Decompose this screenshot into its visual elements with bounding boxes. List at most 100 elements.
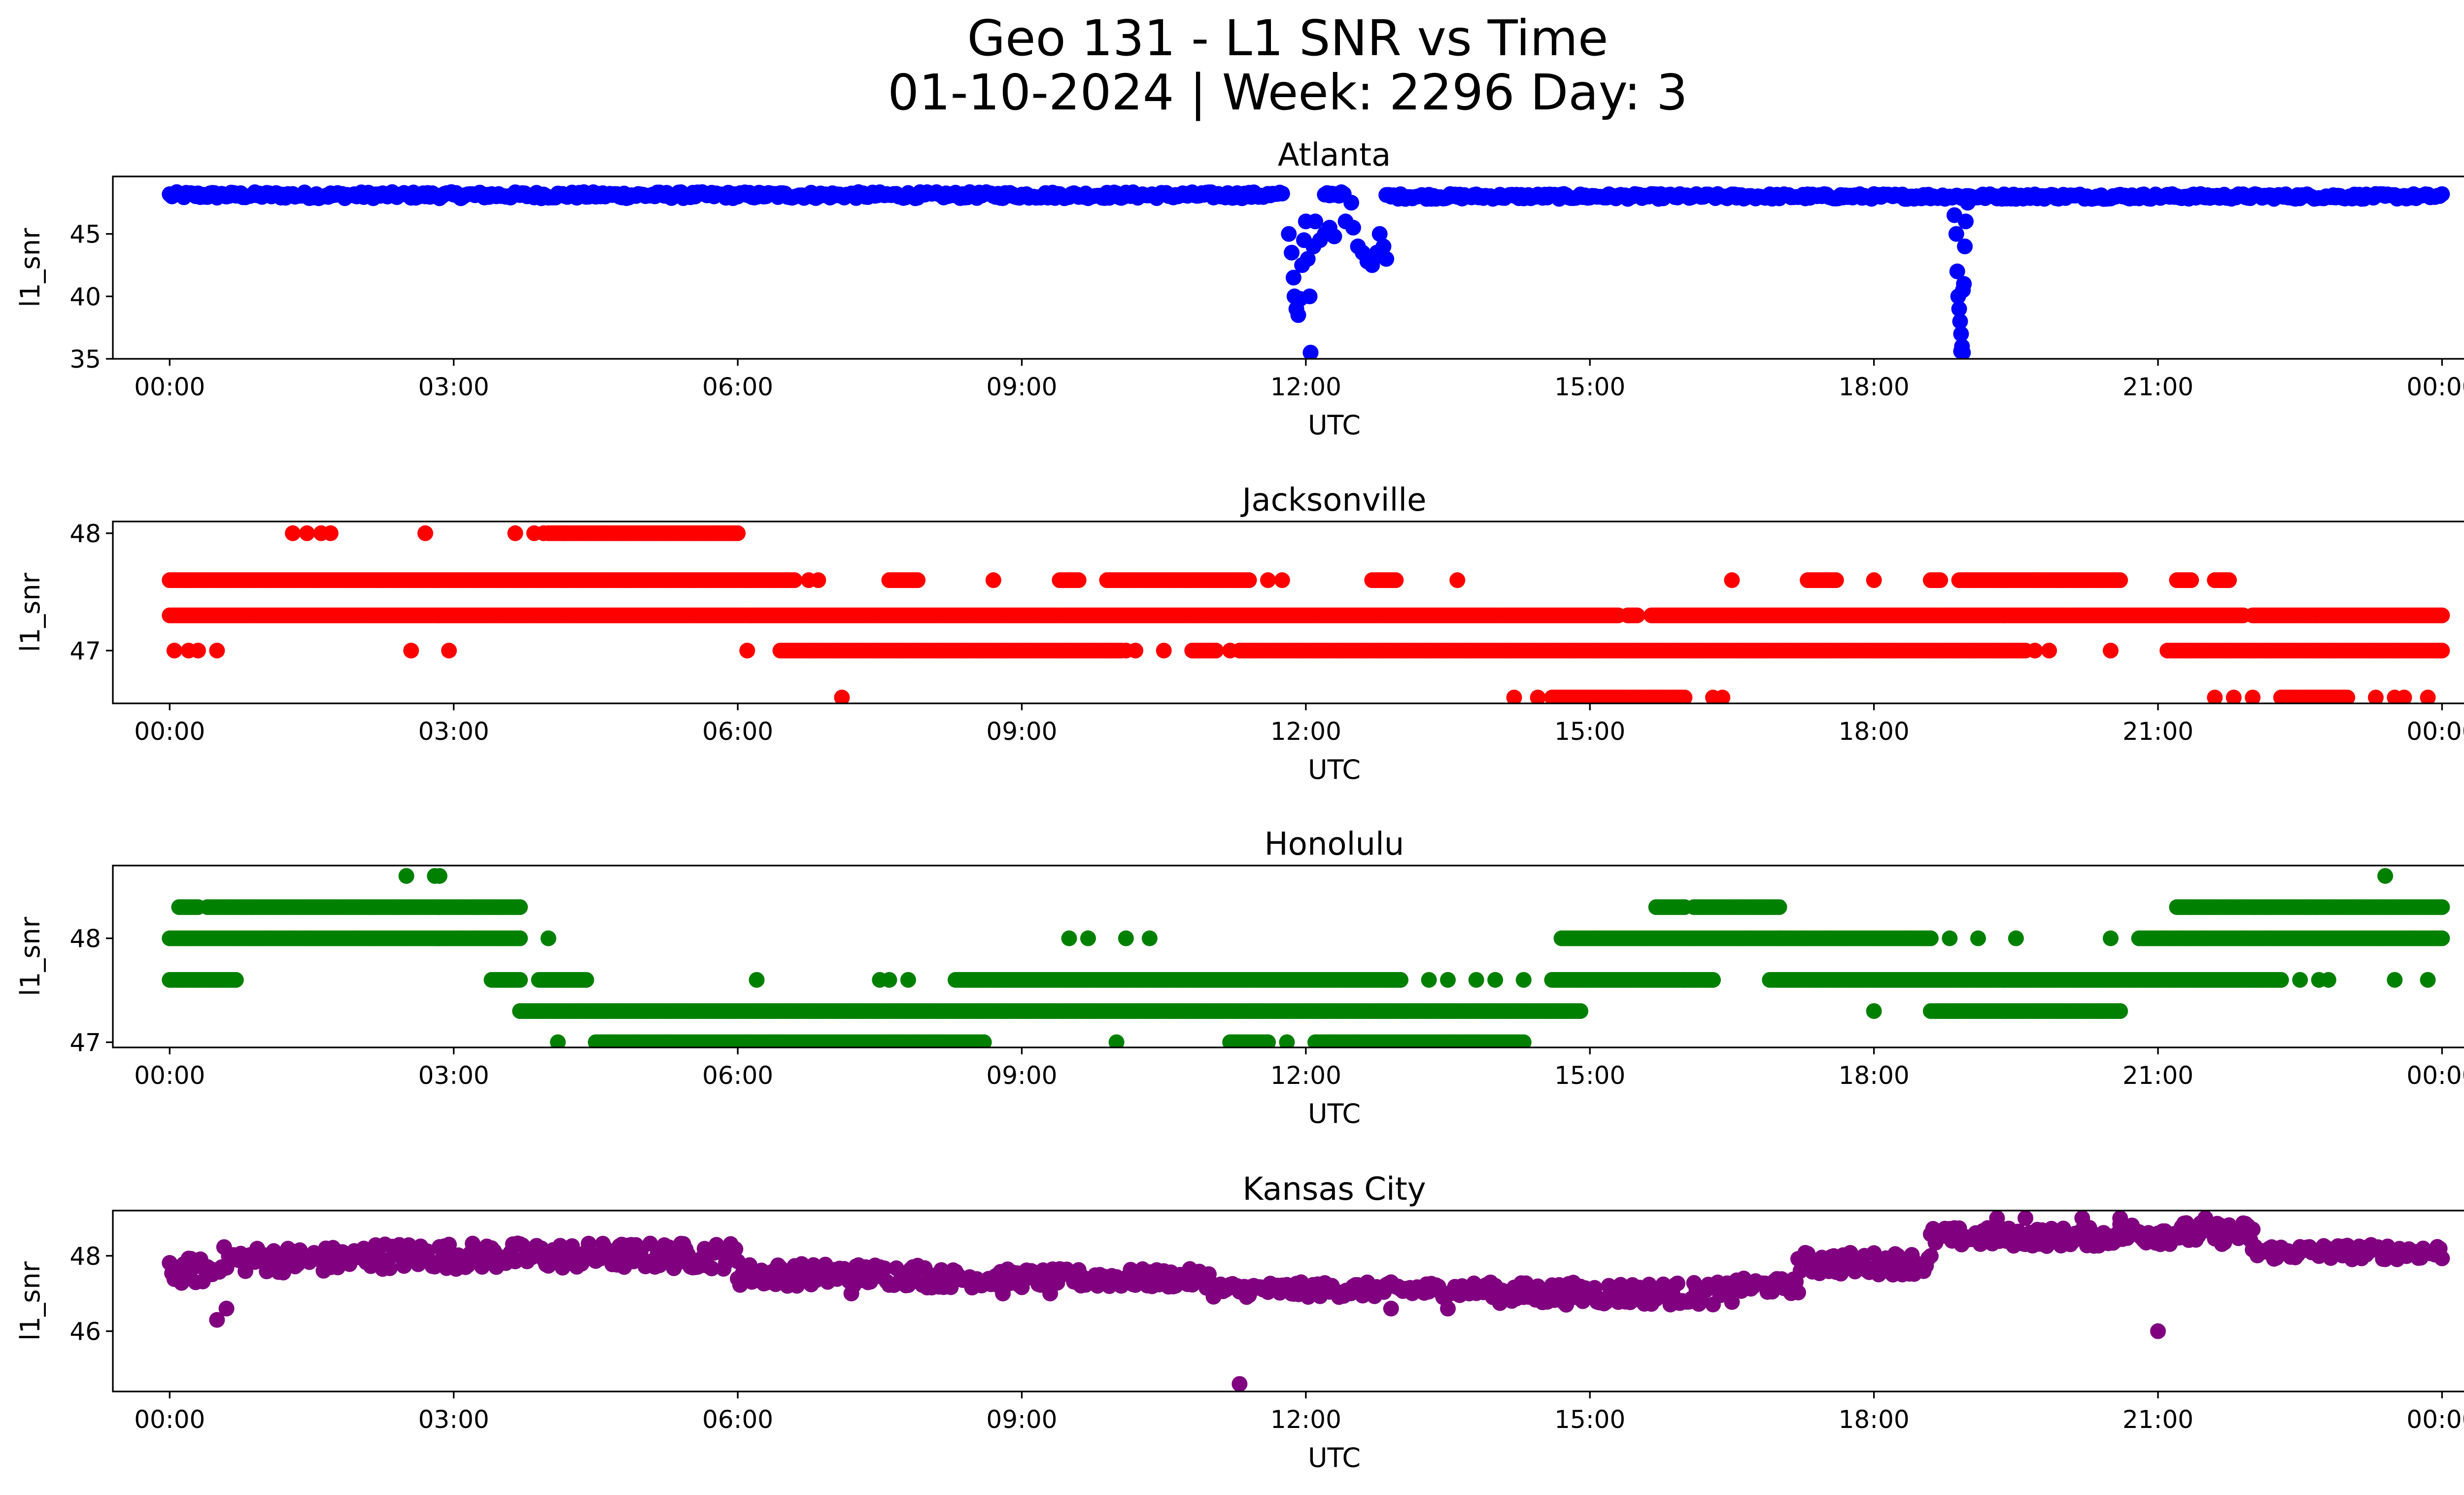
data-point — [834, 690, 850, 703]
data-point — [2183, 572, 2199, 589]
data-point — [1290, 307, 1306, 323]
data-point — [285, 525, 301, 541]
data-point — [1573, 1003, 1589, 1019]
data-point — [1959, 195, 1976, 211]
y-axis-label: l1_snr — [15, 916, 46, 996]
x-tick-label: 00:00 — [2406, 373, 2464, 401]
x-tick-label: 18:00 — [1839, 717, 1910, 746]
data-point — [1955, 282, 1971, 298]
data-point — [810, 572, 826, 589]
data-point — [1222, 642, 1238, 659]
x-axis-label: UTC — [1308, 754, 1361, 785]
data-point — [787, 572, 803, 589]
data-point — [1343, 195, 1360, 211]
data-point — [1274, 185, 1290, 202]
y-axis-label: l1_snr — [15, 228, 46, 308]
data-point — [512, 930, 528, 946]
x-tick-label: 00:00 — [134, 373, 205, 401]
data-point — [2225, 690, 2242, 703]
data-point — [1951, 301, 1967, 317]
data-point — [1300, 251, 1316, 267]
data-point — [1953, 326, 1969, 342]
data-point — [512, 972, 528, 988]
data-point — [441, 642, 457, 659]
scatter-series — [162, 868, 2450, 1047]
data-point — [2396, 690, 2412, 703]
y-axis-label: l1_snr — [15, 572, 46, 652]
data-point — [1326, 228, 1342, 244]
x-tick-label: 21:00 — [2122, 717, 2193, 746]
x-axis-label: UTC — [1308, 1098, 1361, 1129]
data-point — [536, 525, 552, 541]
data-point — [1953, 343, 1969, 359]
data-point — [1771, 899, 1787, 915]
data-point — [2041, 642, 2057, 659]
data-point — [1371, 226, 1388, 242]
x-tick-label: 06:00 — [702, 373, 773, 401]
data-point — [1285, 270, 1301, 286]
data-point — [2434, 607, 2450, 624]
data-point — [1957, 238, 1973, 254]
data-point — [976, 1034, 992, 1047]
data-point — [730, 525, 746, 541]
x-tick-label: 15:00 — [1554, 373, 1625, 401]
x-tick-label: 12:00 — [1270, 717, 1341, 746]
data-point — [228, 972, 244, 988]
x-tick-label: 03:00 — [418, 373, 489, 401]
x-tick-label: 15:00 — [1554, 717, 1625, 746]
data-point — [1724, 572, 1740, 589]
subplot-title: Honolulu — [1265, 826, 1404, 863]
data-point — [1866, 572, 1882, 589]
x-tick-label: 12:00 — [1270, 373, 1341, 401]
data-point — [209, 642, 225, 659]
data-point — [1828, 572, 1844, 589]
data-point — [739, 642, 755, 659]
y-tick-label: 47 — [69, 637, 101, 665]
data-point — [910, 572, 926, 589]
x-axis-label: UTC — [1308, 410, 1361, 441]
data-point — [1345, 219, 1361, 236]
data-point — [1952, 313, 1968, 329]
data-point — [1932, 572, 1949, 589]
data-point — [2221, 572, 2237, 589]
data-point — [2434, 186, 2450, 202]
data-point — [1515, 1034, 1532, 1047]
data-point — [1128, 642, 1144, 659]
x-tick-label: 21:00 — [2122, 373, 2193, 401]
x-tick-label: 00:00 — [134, 717, 205, 746]
figure-subtitle: 01-10-2024 | Week: 2296 Day: 3 — [888, 64, 1687, 121]
data-point — [1378, 251, 1395, 267]
scatter-series — [162, 184, 2450, 359]
data-point — [1392, 972, 1408, 988]
data-point — [322, 525, 339, 541]
plot-frame — [112, 175, 2464, 360]
data-point — [578, 972, 594, 988]
data-point — [1714, 690, 1731, 703]
y-tick-label: 48 — [69, 520, 101, 548]
data-point — [985, 572, 1001, 589]
data-point — [1375, 238, 1392, 254]
data-point — [1948, 226, 1964, 242]
data-point — [1274, 572, 1290, 589]
data-point — [2434, 642, 2450, 659]
y-tick-label: 45 — [69, 220, 101, 249]
data-point — [299, 525, 315, 541]
data-point — [1260, 1034, 1276, 1047]
data-point — [1506, 690, 1522, 703]
data-point — [2112, 572, 2128, 589]
data-point — [417, 525, 434, 541]
data-point — [1629, 607, 1645, 624]
data-point — [1958, 213, 1974, 230]
data-point — [403, 642, 419, 659]
data-point — [1301, 288, 1318, 305]
data-point — [1307, 213, 1324, 230]
data-point — [1705, 972, 1721, 988]
data-point — [1949, 263, 1965, 279]
data-point — [1302, 345, 1319, 359]
data-point — [1070, 572, 1087, 589]
data-point — [2207, 690, 2223, 703]
data-point — [507, 525, 523, 541]
